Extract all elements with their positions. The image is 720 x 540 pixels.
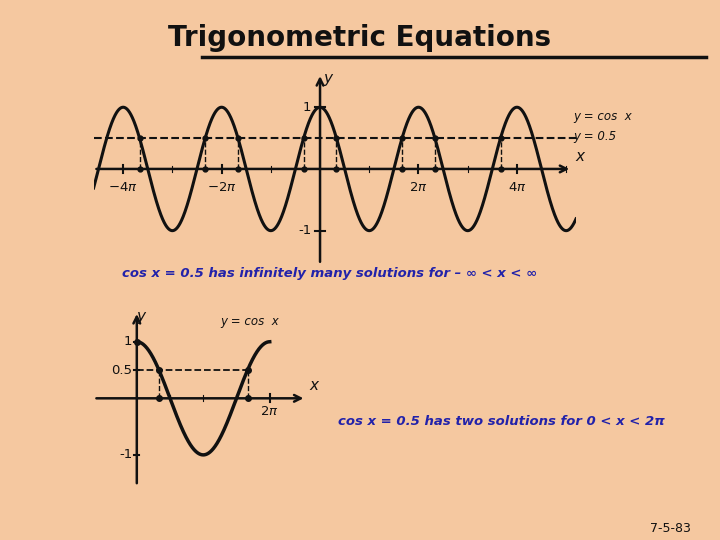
Text: -1: -1 <box>119 448 132 461</box>
Text: cos x = 0.5 has infinitely many solutions for – ∞ < x < ∞: cos x = 0.5 has infinitely many solution… <box>122 267 538 280</box>
Text: $-4\pi$: $-4\pi$ <box>108 181 138 194</box>
Text: -1: -1 <box>298 224 311 237</box>
Text: x: x <box>575 149 584 164</box>
Text: 0.5: 0.5 <box>111 363 132 376</box>
Text: 1: 1 <box>124 335 132 348</box>
Text: $-2\pi$: $-2\pi$ <box>207 181 236 194</box>
Text: $4\pi$: $4\pi$ <box>508 181 526 194</box>
Text: $2\pi$: $2\pi$ <box>409 181 428 194</box>
Text: 1: 1 <box>302 101 311 114</box>
Text: 7-5-83: 7-5-83 <box>650 522 691 535</box>
Text: y: y <box>323 71 332 86</box>
Text: y = cos  x: y = cos x <box>220 315 279 328</box>
Text: cos x = 0.5 has two solutions for 0 < x < 2π: cos x = 0.5 has two solutions for 0 < x … <box>338 415 665 428</box>
Text: x: x <box>310 378 319 393</box>
Text: $2\pi$: $2\pi$ <box>261 405 279 418</box>
Text: y = 0.5: y = 0.5 <box>574 130 616 143</box>
Text: y = cos  x: y = cos x <box>574 110 632 123</box>
Text: Trigonometric Equations: Trigonometric Equations <box>168 24 552 52</box>
Text: y: y <box>136 309 145 324</box>
